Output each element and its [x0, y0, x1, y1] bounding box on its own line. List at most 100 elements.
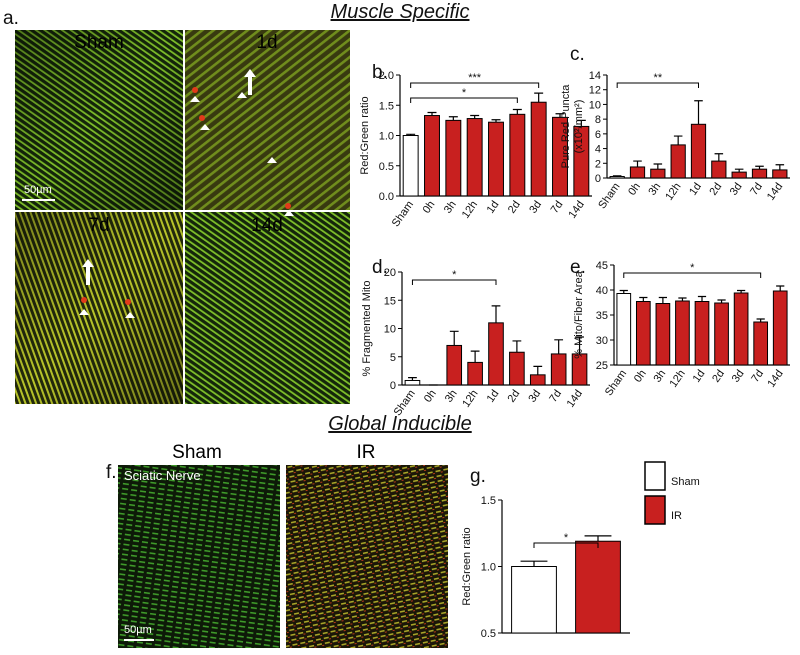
x-tick-label: 14d [566, 199, 586, 221]
y-tick-label: 45 [596, 260, 608, 272]
bar [690, 123, 707, 179]
micrograph-grid: Sham 1d 7d 14d 50µm [15, 30, 350, 404]
bar [424, 115, 440, 197]
error-bar [776, 285, 785, 291]
x-tick-label: 3h [442, 199, 459, 216]
error-bar [737, 289, 746, 293]
y-tick-label: 20 [384, 267, 396, 279]
x-tick-label: 14d [765, 368, 785, 390]
error-bar [576, 119, 586, 127]
panel-label: g. [470, 466, 486, 487]
error-bar [575, 336, 584, 354]
bar [753, 321, 769, 366]
x-tick-label: 3h [651, 368, 668, 385]
bar [530, 101, 547, 197]
x-tick-label: 2d [707, 181, 724, 198]
x-tick-label: Sham [390, 199, 416, 229]
error-bar [491, 305, 501, 323]
micrograph [185, 212, 350, 404]
bar [635, 301, 651, 366]
panel-label: f. [106, 462, 117, 483]
legend-swatch [644, 495, 666, 525]
bar [751, 168, 768, 179]
panel-label: b. [372, 62, 388, 83]
y-tick-label: 8 [595, 114, 601, 126]
bar [466, 118, 483, 197]
y-tick-label: 10 [589, 99, 601, 111]
y-tick-label: 30 [596, 335, 608, 347]
error-bar [694, 100, 703, 125]
y-tick-label: 0.5 [379, 161, 394, 173]
figure-title: Muscle Specific [331, 1, 470, 23]
error-bar [756, 318, 765, 322]
x-tick-label: 0h [626, 181, 643, 198]
significance-label: * [564, 532, 569, 544]
bar [467, 361, 483, 386]
red-puncta [285, 203, 291, 209]
x-tick-label: 12h [663, 181, 683, 203]
y-axis-label: % Mito/Fiber Area [573, 270, 585, 358]
bar [772, 290, 788, 366]
error-bar [470, 114, 480, 119]
y-tick-label: 25 [596, 360, 608, 372]
bar [629, 166, 646, 179]
red-puncta [199, 115, 205, 121]
bar [694, 301, 710, 366]
error-bar [520, 560, 548, 567]
y-tick-label: 1.5 [481, 495, 496, 507]
y-axis-label: Red:Green ratio [461, 527, 473, 605]
error-bar [639, 296, 648, 302]
red-puncta [192, 87, 198, 93]
y-tick-label: 15 [384, 295, 396, 307]
bar [711, 160, 727, 179]
image-label: 7d [88, 215, 109, 236]
y-tick-label: 2.0 [379, 70, 394, 82]
bar [609, 176, 625, 179]
significance-bracket [533, 542, 599, 548]
image-label: IR [357, 442, 376, 463]
error-bar [717, 299, 726, 303]
x-tick-label: 3h [646, 181, 663, 198]
y-tick-label: 12 [589, 85, 601, 97]
error-bar [734, 168, 744, 173]
panel-label: d. [372, 257, 388, 278]
x-tick-label: 7d [549, 199, 566, 216]
significance-bracket [410, 97, 518, 103]
significance-bracket [623, 272, 762, 278]
micrograph [286, 465, 448, 648]
error-bar [533, 365, 543, 375]
y-tick-label: 1.0 [481, 562, 496, 574]
y-axis-label: (x10²/mm²) [573, 100, 585, 154]
y-tick-label: 6 [595, 129, 601, 141]
x-tick-label: 7d [547, 388, 564, 405]
error-bar [658, 296, 667, 304]
x-tick-label: Sham [603, 368, 629, 398]
legend-swatch [644, 461, 666, 491]
error-bar [512, 108, 522, 115]
x-tick-label: 0h [422, 388, 439, 405]
bar [509, 113, 526, 197]
red-puncta [125, 299, 131, 305]
x-tick-label: 12h [460, 199, 480, 221]
x-tick-label: 0h [632, 368, 649, 385]
bar [655, 303, 671, 366]
section-title: Global Inducible [328, 413, 471, 435]
error-bar [427, 111, 437, 116]
shade [185, 30, 350, 210]
x-tick-label: 2d [506, 199, 523, 216]
bar [733, 292, 749, 366]
bar [402, 135, 419, 197]
bar [616, 293, 632, 366]
bar [675, 300, 690, 366]
bar [488, 121, 504, 197]
legend-label: IR [671, 510, 682, 522]
x-tick-label: 3d [728, 181, 745, 198]
x-tick-label: 1d [687, 181, 704, 198]
error-bar [512, 340, 522, 353]
shade [15, 30, 183, 210]
error-bar [755, 165, 764, 170]
y-axis-label: Pure Red Puncta [560, 84, 572, 169]
significance-bracket [410, 82, 540, 88]
x-tick-label: 3h [443, 388, 460, 405]
